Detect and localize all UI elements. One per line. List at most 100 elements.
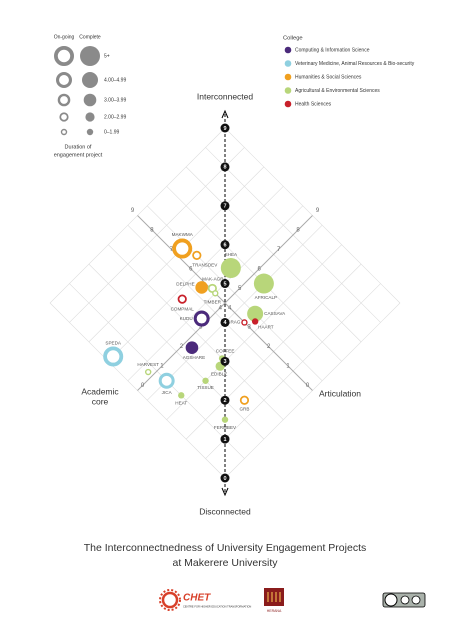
project-label: HARVEST (137, 362, 159, 367)
articulation-tick-label: 9 (316, 208, 320, 214)
core-tick-label: 7 (170, 247, 174, 253)
articulation-axis-label: Articulation (319, 388, 361, 398)
vertical-tick (220, 434, 230, 444)
core-tick-label: 6 (189, 266, 193, 272)
articulation-tick-label: 2 (180, 344, 184, 350)
ongoing-marker (54, 46, 75, 67)
complete-marker (85, 112, 95, 122)
project-label: CRAG (227, 320, 241, 325)
project-label: HEAT (175, 401, 187, 406)
duration-legend-title: engagement project (54, 152, 103, 158)
vertical-tick (220, 279, 230, 289)
ongoing-marker (212, 290, 219, 297)
duration-legend-label: 5+ (104, 53, 110, 59)
complete-marker (202, 377, 209, 384)
core-tick-label: 2 (267, 344, 271, 350)
complete-marker (221, 416, 229, 423)
by-circle (400, 595, 410, 605)
vertical-bottom-label: Disconnected (199, 506, 251, 516)
articulation-tick-label: 5 (238, 286, 242, 292)
core-tick-label: 8 (150, 228, 154, 234)
project-label: AGSHARE (183, 355, 205, 360)
vertical-tick (220, 162, 230, 172)
articulation-tick-label: 1 (160, 364, 164, 370)
articulation-tick-label: 7 (277, 247, 281, 253)
project-label: EDIBLE (211, 371, 227, 376)
core-tick-label: 4 (228, 305, 232, 311)
college-legend-title: College (283, 36, 303, 42)
project-label: COFFEE (216, 349, 235, 354)
vertical-tick-label: 3 (223, 359, 226, 365)
project-label: FERMBEV (214, 425, 237, 430)
project-label: MAKWMA (172, 232, 194, 237)
college-swatch (284, 46, 292, 54)
project-label: KUDU (180, 316, 193, 321)
vertical-tick (220, 123, 230, 133)
complete-marker (251, 318, 259, 325)
herana-name: HERANA (267, 609, 282, 613)
project-label: SPEDA (105, 341, 122, 346)
herana-logo (264, 588, 284, 606)
articulation-axis-line (137, 215, 313, 391)
complete-marker (185, 341, 199, 355)
title: at Makerere University (172, 557, 278, 569)
ongoing-marker (177, 294, 187, 304)
core-axis-label: Academic (81, 386, 119, 396)
articulation-tick-label: 4 (219, 305, 223, 311)
vertical-tick-label: 9 (223, 126, 226, 132)
vertical-tick (220, 201, 230, 211)
chet-logo (159, 589, 181, 611)
ongoing-marker (158, 372, 175, 389)
college-legend-label: Computing & Information Science (295, 47, 370, 53)
complete-marker (178, 392, 185, 399)
ongoing-marker (144, 368, 152, 376)
vertical-tick-label: 1 (223, 437, 226, 443)
college-legend-label: Health Sciences (295, 101, 332, 107)
project-label: TRANSDEV (192, 263, 218, 268)
core-tick-label: 1 (286, 364, 290, 370)
cc-circle (384, 593, 398, 607)
ongoing-marker (193, 310, 210, 327)
vertical-tick (220, 395, 230, 405)
vertical-top-label: Interconnected (197, 91, 254, 101)
project-label: HAART (258, 325, 274, 330)
core-tick-label: 0 (306, 383, 310, 389)
college-legend-label: Veterinary Medicine, Animal Resources & … (295, 61, 415, 67)
project-label: CASSAVA (264, 311, 286, 316)
chet-name: CHET (183, 593, 211, 604)
core-tick-label: 9 (131, 208, 135, 214)
articulation-tick-label: 6 (257, 266, 261, 272)
grid: 0 1 2 3 4 5 6 7 8 9 0 1 2 3 4 5 6 7 8 9 (49, 109, 401, 497)
college-legend-label: Humanities & Social Sciences (295, 74, 362, 80)
project-label: AFRICALP (255, 295, 277, 300)
duration-legend-label: 0–1.99 (104, 129, 120, 135)
vertical-tick-label: 0 (223, 476, 226, 482)
project-label: TIMBER (204, 299, 222, 304)
articulation-tick-label: 8 (296, 228, 300, 234)
ongoing-marker (239, 395, 250, 405)
arrow-up (221, 109, 229, 119)
complete-marker (83, 93, 97, 107)
title: The Interconnectnedness of University En… (84, 542, 367, 554)
college-swatch (284, 87, 292, 94)
college-legend-label: Agricultural & Environmental Sciences (295, 88, 380, 94)
duration-legend-label: 3.00–3.99 (104, 97, 126, 103)
vertical-tick-label: 4 (223, 320, 227, 326)
vertical-tick (220, 473, 230, 483)
ongoing-marker (192, 250, 202, 260)
complete-marker (86, 128, 94, 136)
ongoing-marker (60, 128, 68, 136)
projects: MAKWMA TRANSDEV SHEA AFRICALP MAK-AGRA DELPHE… (103, 232, 286, 430)
sa-circle (411, 595, 421, 605)
ongoing-marker (103, 346, 124, 367)
vertical-tick-label: 5 (223, 281, 226, 287)
ongoing-marker (56, 71, 73, 88)
chet-subtitle: CENTRE FOR HIGHER EDUCATION TRANSFORMATI… (183, 605, 251, 609)
complete-marker (80, 46, 100, 66)
complete-marker (220, 258, 241, 278)
duration-legend-label: 2.00–2.99 (104, 114, 126, 120)
vertical-tick-label: 6 (223, 242, 226, 248)
status-legend: Complete (79, 34, 101, 40)
project-label: MAK-AGRA (202, 277, 227, 282)
